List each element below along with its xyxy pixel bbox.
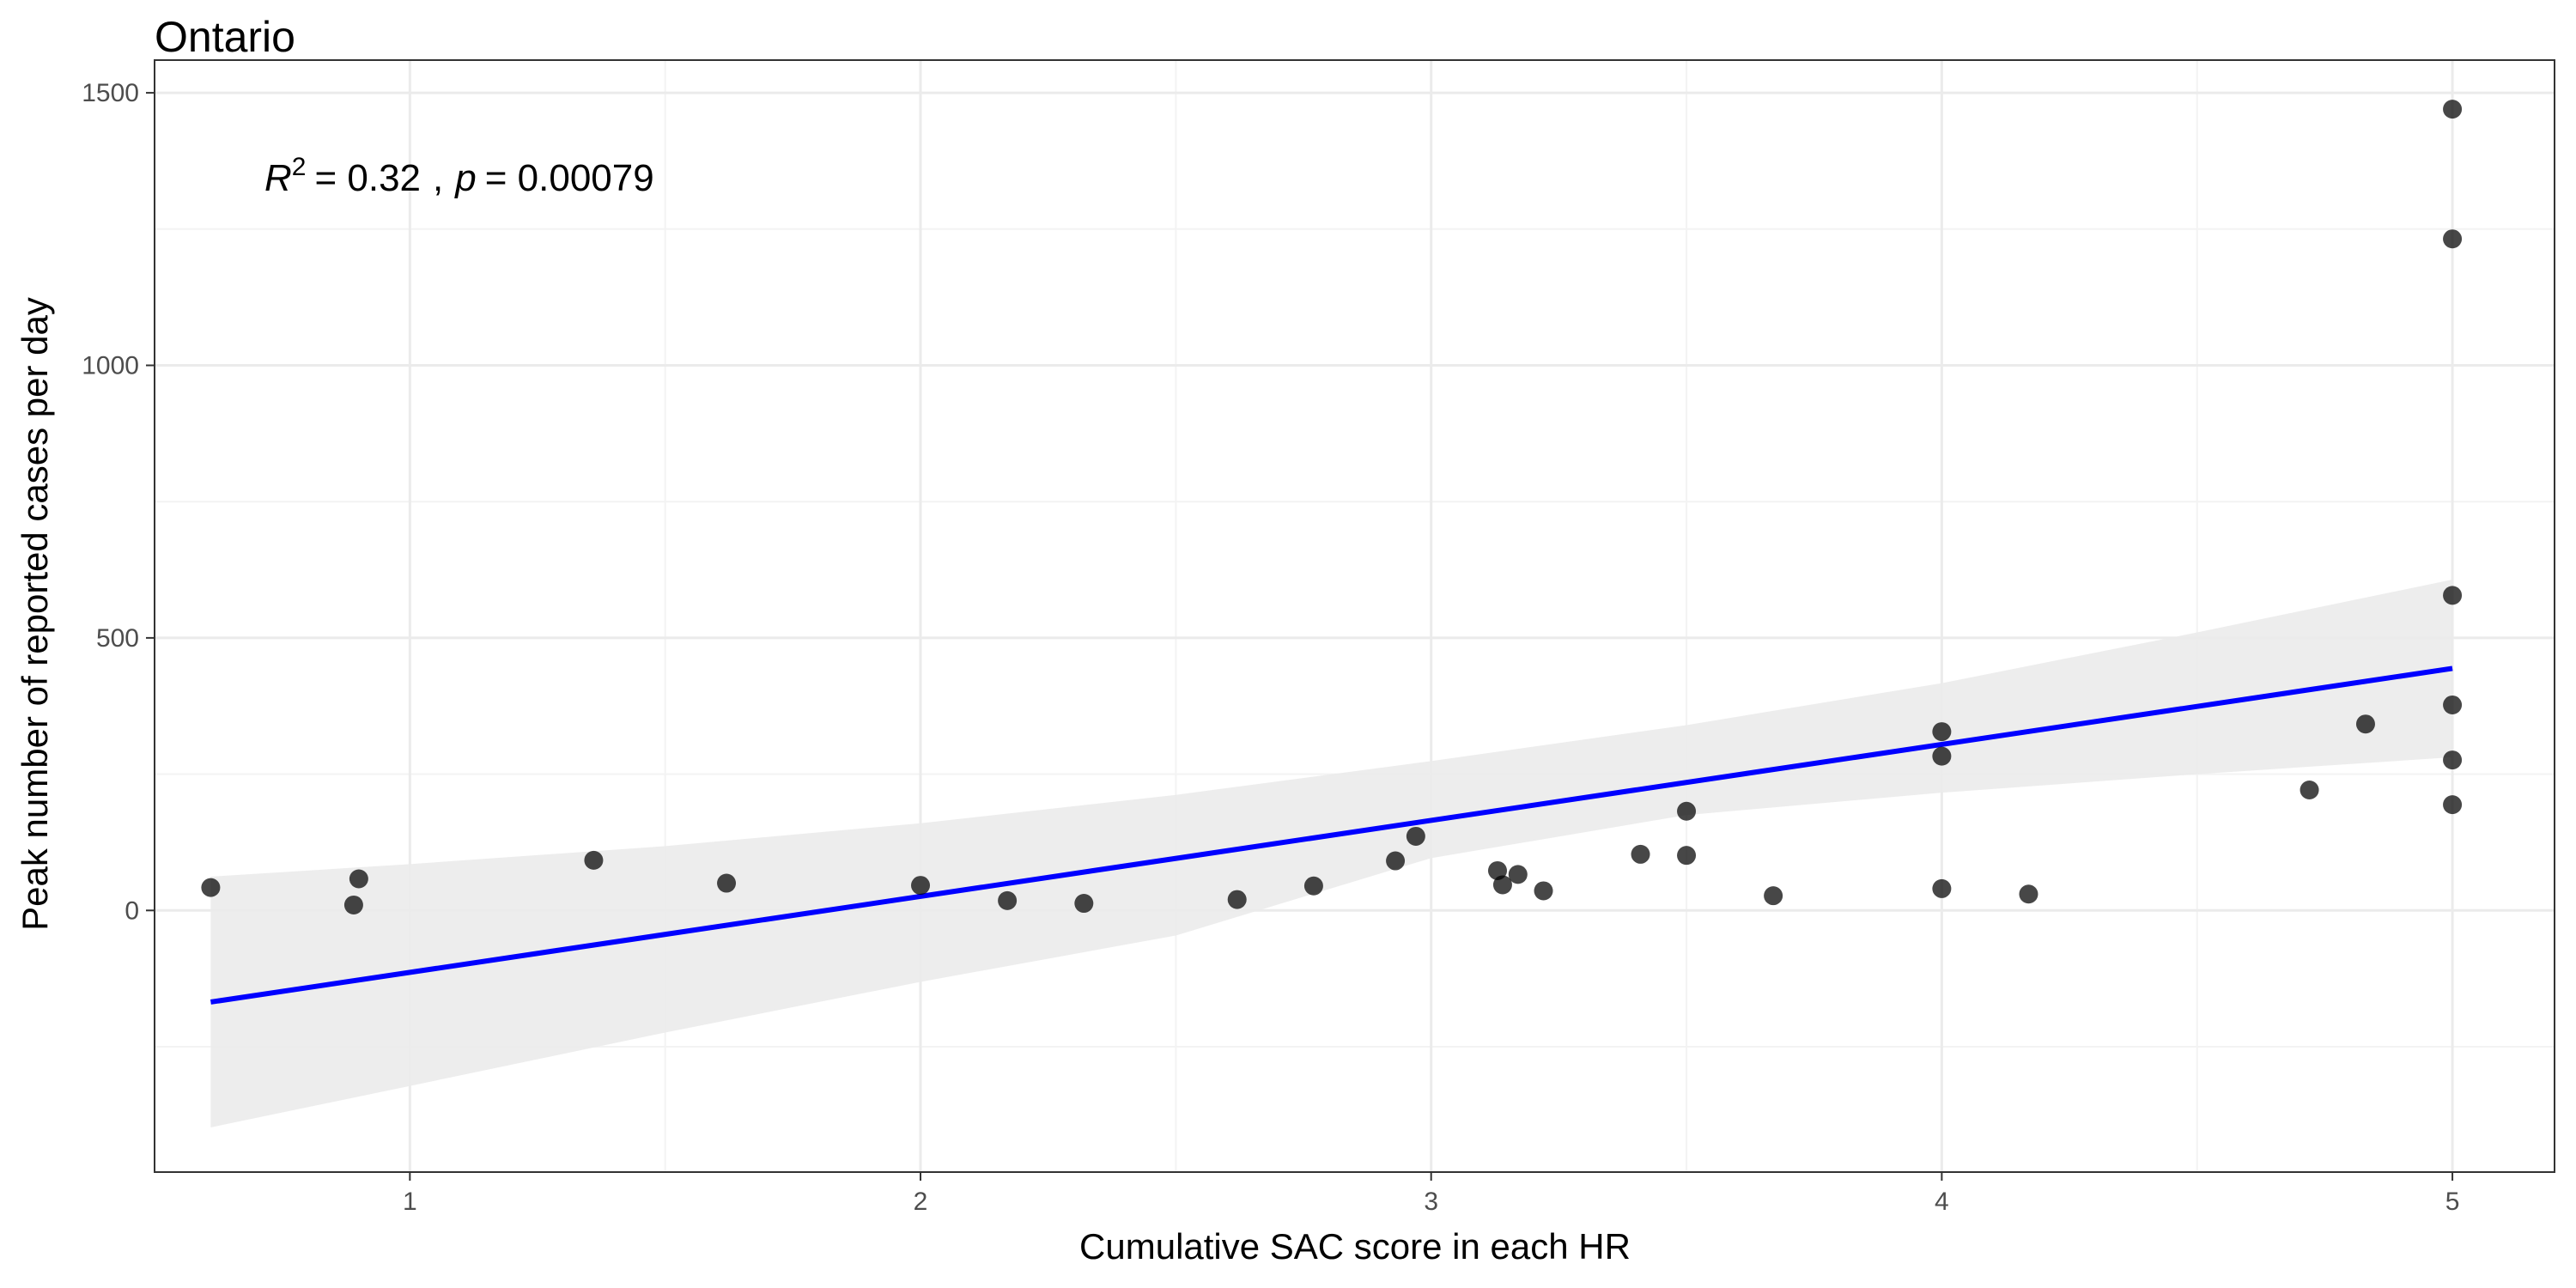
data-point [1074, 894, 1094, 914]
data-point [584, 850, 604, 870]
y-tick-label: 1500 [82, 79, 139, 107]
confidence-band [210, 579, 2453, 1127]
data-point [717, 873, 737, 893]
data-point [2300, 781, 2319, 800]
x-tick-label: 1 [403, 1188, 417, 1216]
annotation-r-value: = 0.32 [314, 157, 421, 199]
data-point [1932, 746, 1952, 766]
data-point [1764, 886, 1783, 906]
data-point [1631, 844, 1650, 864]
data-point [2443, 750, 2463, 770]
panel-border [154, 59, 2555, 1173]
data-point [1932, 878, 1952, 898]
x-tick-label: 4 [1935, 1188, 1949, 1216]
y-tick-label: 500 [96, 624, 139, 653]
data-point [349, 869, 368, 889]
data-point [2443, 229, 2463, 249]
data-point [2355, 714, 2375, 734]
data-point [2443, 795, 2463, 815]
x-tick-label: 2 [914, 1188, 928, 1216]
data-point [1492, 875, 1512, 895]
data-point [1677, 846, 1697, 866]
axes: 1 2 3 4 5 0 500 1000 1500 [82, 79, 2459, 1216]
y-tick-label: 1000 [82, 351, 139, 380]
data-point [1534, 881, 1553, 901]
x-axis-title: Cumulative SAC score in each HR [1079, 1226, 1631, 1267]
data-point [2019, 884, 2038, 904]
data-point [1227, 890, 1247, 909]
annotation-p-symbol: p [453, 157, 476, 199]
chart-title: Ontario [155, 13, 295, 61]
data-point [998, 890, 1018, 910]
data-point [2443, 695, 2463, 714]
data-point [1386, 851, 1406, 871]
y-tick-label: 0 [125, 896, 139, 925]
data-point [1932, 722, 1952, 742]
regression-annotation: R2 = 0.32, p = 0.00079 [264, 153, 654, 199]
annotation-p-value: = 0.00079 [485, 157, 654, 199]
data-point [1303, 876, 1323, 896]
annotation-r-exponent: 2 [292, 153, 307, 181]
x-tick-label: 3 [1424, 1188, 1438, 1216]
annotation-separator: , [433, 157, 443, 199]
data-point [1677, 801, 1697, 821]
annotation-r-symbol: R [264, 157, 292, 199]
data-point [1406, 826, 1425, 846]
y-axis-title: Peak number of reported cases per day [15, 297, 55, 931]
data-point [2443, 586, 2463, 605]
data-point [2443, 100, 2463, 119]
data-point [201, 878, 221, 897]
data-point [343, 895, 363, 914]
data-point [911, 876, 931, 896]
regression-line-group [210, 665, 2453, 1005]
data-point [1508, 865, 1528, 884]
data-points [201, 100, 2463, 914]
x-tick-label: 5 [2445, 1188, 2460, 1216]
regression-line [210, 665, 2453, 1005]
confidence-band-area [210, 579, 2453, 1127]
data-point [1488, 860, 1508, 880]
